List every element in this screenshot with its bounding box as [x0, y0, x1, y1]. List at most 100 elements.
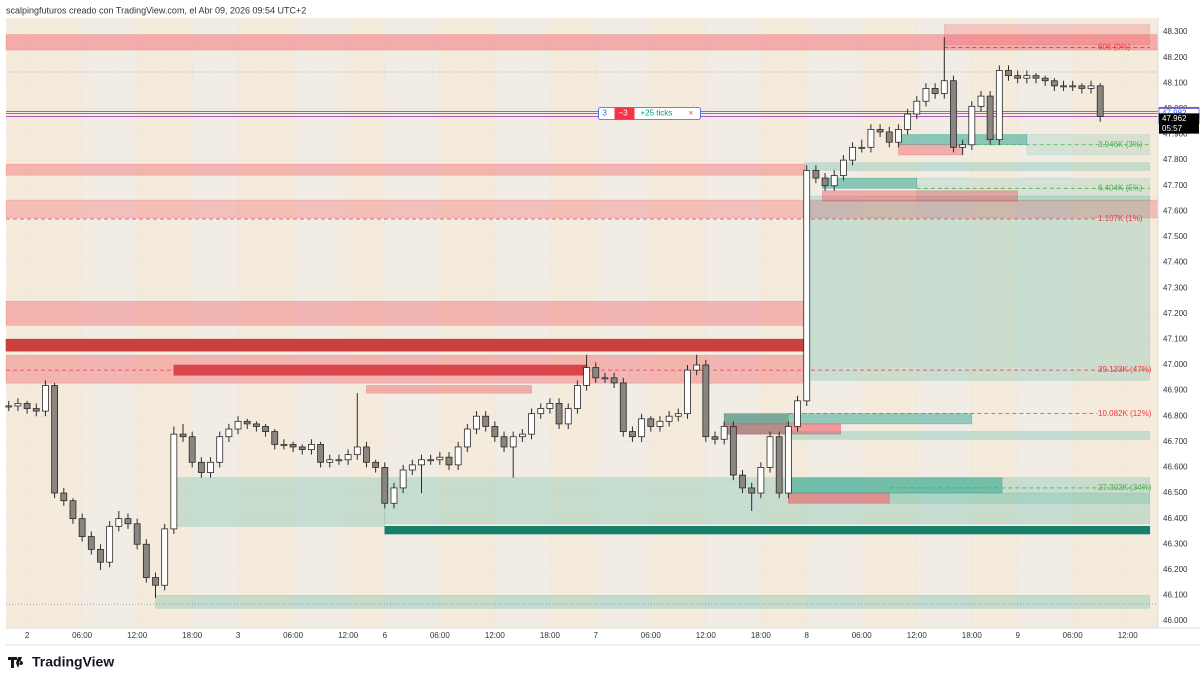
candle-body	[463, 428, 471, 448]
candle-body	[124, 518, 132, 525]
volume-label: 3.946K (3%)	[1098, 140, 1143, 149]
y-tick-label: 47.800	[1163, 155, 1188, 164]
candle-body	[583, 367, 590, 386]
candle-body	[1078, 85, 1086, 89]
y-tick-label: 48.200	[1163, 53, 1188, 62]
session-stripe	[192, 18, 239, 628]
y-tick-label: 46.500	[1163, 488, 1188, 497]
candle-body	[876, 128, 884, 133]
candle-body	[574, 385, 581, 409]
candle-body	[959, 144, 967, 148]
candle-body	[638, 418, 646, 438]
zone	[5, 163, 806, 176]
candle-body	[454, 446, 462, 466]
volume-label: 27.302K (34%)	[1098, 483, 1152, 492]
candle-body	[418, 459, 425, 466]
position-tool: 3 −3 +25 ticks ×	[598, 107, 701, 120]
candle-body	[794, 400, 801, 427]
candle-body	[546, 403, 554, 409]
candle-body	[234, 420, 242, 430]
candle-body	[326, 459, 334, 463]
candle-body	[42, 385, 49, 412]
candle-body	[280, 443, 288, 446]
candle-body	[142, 543, 150, 578]
candle-body	[913, 100, 921, 115]
candle-body	[629, 431, 636, 438]
y-tick-label: 48.100	[1163, 78, 1188, 87]
y-tick-label: 46.600	[1163, 463, 1188, 472]
zone	[173, 477, 386, 527]
y-tick-label: 47.400	[1163, 258, 1188, 267]
y-tick-label: 46.200	[1163, 565, 1188, 574]
y-tick-label: 47.200	[1163, 309, 1188, 318]
logo-text: TradingView	[32, 654, 114, 670]
candle-body	[436, 456, 444, 461]
session-stripe	[293, 18, 349, 628]
x-tick-label: 12:00	[127, 631, 148, 640]
y-tick-label: 47.500	[1163, 232, 1188, 241]
candle-body	[87, 536, 95, 550]
candle-body	[1069, 85, 1077, 88]
candle-body	[78, 518, 86, 537]
candle-body	[152, 577, 159, 586]
x-tick-label: 06:00	[430, 631, 451, 640]
candle-body	[665, 415, 673, 422]
candle-body	[729, 426, 737, 476]
candle-body	[739, 474, 746, 489]
candle-body	[1014, 75, 1022, 79]
candle-body	[51, 385, 59, 494]
zone	[916, 177, 1151, 202]
candle-body	[528, 413, 535, 435]
x-tick-label: 18:00	[540, 631, 561, 640]
candle-body	[711, 436, 719, 440]
candle-body	[97, 548, 104, 563]
candle-body	[812, 169, 820, 179]
position-close[interactable]: ×	[689, 109, 694, 118]
candle-body	[1041, 77, 1049, 82]
y-tick-label: 46.400	[1163, 514, 1188, 523]
candle-body	[363, 446, 370, 463]
candle-body	[179, 433, 187, 438]
candle-body	[207, 461, 214, 473]
y-tick-label: 47.600	[1163, 206, 1188, 215]
y-tick-label: 48.300	[1163, 27, 1188, 36]
candle-body	[5, 405, 13, 408]
x-tick-label: 06:00	[641, 631, 662, 640]
candle-body	[693, 364, 701, 371]
x-tick-label: 12:00	[338, 631, 359, 640]
position-qty: 3	[603, 109, 608, 118]
volume-label: 6.404K (5%)	[1098, 183, 1143, 192]
candle-body	[986, 95, 994, 141]
candle-body	[390, 487, 398, 504]
candle-body	[931, 88, 939, 94]
x-tick-label: 12:00	[1118, 631, 1139, 640]
candle-body	[757, 467, 765, 494]
candle-body	[252, 423, 260, 427]
candle-body	[408, 464, 416, 471]
candle-body	[518, 433, 526, 438]
y-tick-label: 46.900	[1163, 386, 1188, 395]
candle-body	[610, 377, 618, 384]
candle-body	[1050, 80, 1058, 87]
candle-body	[702, 364, 710, 438]
candle-body	[308, 443, 315, 450]
candle-body	[225, 428, 233, 438]
candle-body	[995, 70, 1003, 141]
candle-body	[335, 459, 343, 462]
candle-body	[601, 377, 609, 380]
candle-body	[564, 408, 572, 425]
price-tag-label: 47.982	[1162, 109, 1187, 118]
zone	[943, 24, 1151, 46]
y-tick-label: 46.000	[1163, 616, 1188, 625]
candle-body	[115, 518, 123, 527]
candle-body	[133, 523, 141, 545]
x-tick-label: 06:00	[283, 631, 304, 640]
y-tick-label: 47.700	[1163, 181, 1188, 190]
logo: TradingView	[8, 654, 114, 670]
candle-body	[720, 426, 728, 440]
x-tick-label: 7	[594, 631, 599, 640]
candle-body	[950, 80, 957, 148]
candle-body	[427, 459, 435, 462]
candle-body	[803, 169, 811, 402]
